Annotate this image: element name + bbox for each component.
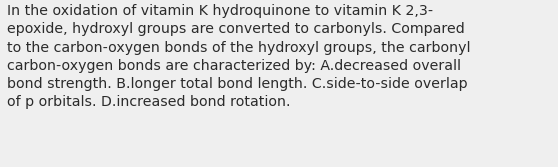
Text: In the oxidation of vitamin K hydroquinone to vitamin K 2,3-
epoxide, hydroxyl g: In the oxidation of vitamin K hydroquino… bbox=[7, 4, 471, 109]
